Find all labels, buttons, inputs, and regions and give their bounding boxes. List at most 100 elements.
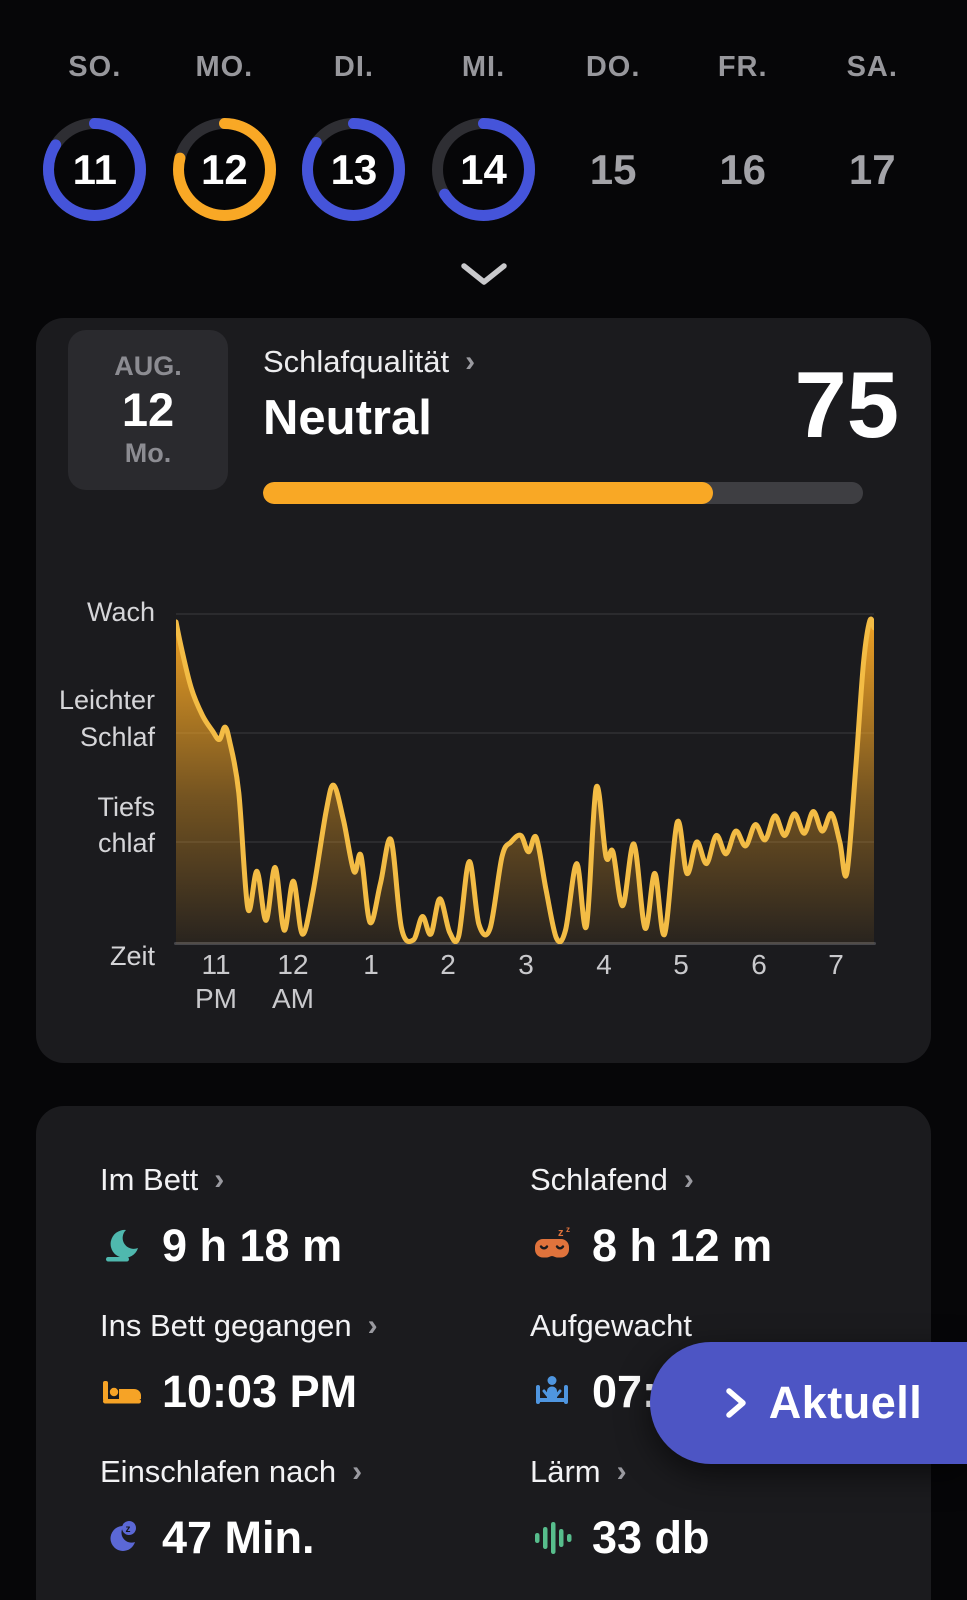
chevron-right-icon: › <box>465 345 476 378</box>
stat-value-text: 47 Min. <box>162 1512 315 1563</box>
y-label-leichter-1: Leichter <box>58 685 155 715</box>
x-tick: 4 <box>596 949 612 980</box>
stat-im-bett-value: 9 h 18 m <box>100 1220 342 1272</box>
bed-icon <box>100 1372 144 1412</box>
day-number: 16 <box>719 145 767 193</box>
quality-title: Schlafqualität <box>263 344 450 379</box>
day-number: 17 <box>848 145 896 193</box>
stat-schlafend-value: z z 8 h 12 m <box>530 1220 772 1272</box>
x-axis-title: Zeit <box>109 941 155 971</box>
stat-label: Einschlafen nach <box>100 1454 337 1489</box>
stat-einschlafen-label-row[interactable]: Einschlafen nach › <box>100 1454 362 1490</box>
sleep-quality-card: AUG. 12 Mo. Schlafqualität › Neutral 75 … <box>36 318 931 1063</box>
chevron-right-icon <box>725 1388 746 1418</box>
date-weekday: Mo. <box>124 437 172 468</box>
svg-text:z: z <box>566 1226 570 1234</box>
svg-text:z: z <box>126 1524 131 1535</box>
weekday-label: SO. <box>68 51 122 83</box>
day-17: 17 <box>820 117 925 222</box>
y-label-tief-1: Tiefs <box>97 792 155 822</box>
collapse-week-chevron-icon[interactable] <box>0 260 967 288</box>
progress-ring <box>302 118 406 221</box>
gridline-wach <box>176 613 874 615</box>
aktuell-button[interactable]: Aktuell <box>650 1342 967 1464</box>
sleep-mask-icon: z z <box>530 1226 574 1266</box>
day-16: 16 <box>690 117 795 222</box>
x-tick: 1 <box>363 949 379 980</box>
hypnogram-curve <box>176 616 874 944</box>
day-ring-11: 11 <box>42 117 147 222</box>
stat-label: Aufgewacht <box>530 1308 692 1343</box>
stat-value-text: 10:03 PM <box>162 1366 358 1417</box>
day-column-sa[interactable]: SA. 17 <box>807 50 937 222</box>
weekday-label: MI. <box>461 51 506 83</box>
day-number: 11 <box>72 145 117 193</box>
day-number: 15 <box>589 145 637 193</box>
quality-title-row[interactable]: Schlafqualität › <box>263 344 475 380</box>
stat-schlafend-label-row[interactable]: Schlafend › <box>530 1162 772 1198</box>
weekday-label: DO. <box>585 51 641 83</box>
moon-z-icon: z <box>100 1518 144 1558</box>
day-column-do[interactable]: DO. 15 <box>548 50 678 222</box>
day-column-mi[interactable]: MI. 14 <box>419 50 549 222</box>
week-strip: SO. 11 MO. 12 DI. 13 MI. 14 <box>30 50 937 222</box>
stat-value-text: 8 h 12 m <box>592 1220 773 1271</box>
stat-schlafend: Schlafend › z z 8 h 12 m <box>530 1162 772 1272</box>
y-label-tief-2: chlaf <box>97 828 155 858</box>
x-tick-row: 11 PM 12 AM 1 2 3 4 5 6 7 <box>176 948 874 1020</box>
weekday-label: MO. <box>195 51 254 83</box>
day-number: 13 <box>330 145 378 193</box>
y-label-wach: Wach <box>86 597 155 627</box>
stat-value-text: 33 db <box>592 1512 710 1563</box>
date-day: 12 <box>121 383 175 437</box>
stat-value-text: 9 h 18 m <box>162 1220 343 1271</box>
chevron-right-icon: › <box>367 1309 378 1342</box>
day-column-mo[interactable]: MO. 12 <box>160 50 290 222</box>
x-tick: 6 <box>751 949 767 980</box>
sound-bars-icon <box>530 1518 574 1558</box>
day-number: 14 <box>460 145 507 193</box>
day-ring-14: 14 <box>431 117 536 222</box>
stat-label: Lärm <box>530 1454 601 1489</box>
stat-label: Schlafend <box>530 1162 668 1197</box>
stat-aufgewacht-value: 07: <box>530 1366 692 1418</box>
stat-ins-bett-value: 10:03 PM <box>100 1366 378 1418</box>
aktuell-button-label: Aktuell <box>768 1377 923 1428</box>
quality-progress-fill <box>263 482 713 504</box>
weekday-label: FR. <box>717 51 768 83</box>
gridline-leichter <box>176 732 874 734</box>
progress-ring <box>172 118 276 221</box>
chevron-right-icon: › <box>352 1455 363 1488</box>
weekday-label: DI. <box>333 51 374 83</box>
day-number: 12 <box>201 145 248 193</box>
chevron-right-icon: › <box>616 1455 627 1488</box>
moon-bed-icon <box>100 1226 144 1266</box>
quality-progress-bar <box>263 482 863 504</box>
day-column-fr[interactable]: FR. 16 <box>678 50 808 222</box>
stat-aufgewacht-label-row[interactable]: Aufgewacht <box>530 1308 692 1344</box>
progress-ring <box>432 118 536 221</box>
day-ring-13: 13 <box>301 117 406 222</box>
stat-einschlafen-nach: Einschlafen nach › z 47 Min. <box>100 1454 362 1564</box>
day-column-di[interactable]: DI. 13 <box>289 50 419 222</box>
chevron-right-icon: › <box>683 1163 694 1196</box>
stat-laerm-label-row[interactable]: Lärm › <box>530 1454 710 1490</box>
quality-rating: Neutral <box>263 391 432 445</box>
stat-laerm: Lärm › 33 db <box>530 1454 710 1564</box>
x-tick: 5 <box>673 949 689 980</box>
svg-text:z: z <box>558 1227 564 1239</box>
stat-einschlafen-value: z 47 Min. <box>100 1512 362 1564</box>
day-column-so[interactable]: SO. 11 <box>30 50 160 222</box>
date-month: AUG. <box>114 351 182 382</box>
stat-im-bett-label-row[interactable]: Im Bett › <box>100 1162 342 1198</box>
wake-person-icon <box>530 1372 574 1412</box>
stat-value-text: 07: <box>592 1366 658 1417</box>
stat-laerm-value: 33 db <box>530 1512 710 1564</box>
y-label-leichter-2: Schlaf <box>79 722 155 752</box>
x-tick: 11 PM <box>195 949 237 1014</box>
quality-score: 75 <box>794 352 899 457</box>
weekday-label: SA. <box>846 51 898 83</box>
x-tick: 7 <box>828 949 844 980</box>
stat-ins-bett-label-row[interactable]: Ins Bett gegangen › <box>100 1308 378 1344</box>
